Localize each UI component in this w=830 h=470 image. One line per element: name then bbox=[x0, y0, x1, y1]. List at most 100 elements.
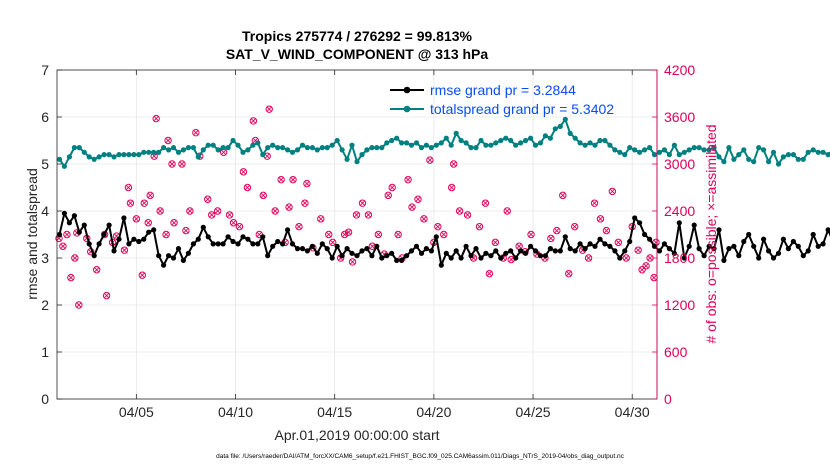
obs-assimilated-marker bbox=[76, 302, 82, 308]
obs-possible-marker bbox=[301, 199, 309, 207]
spread-data-point bbox=[359, 152, 365, 158]
spread-data-point bbox=[220, 145, 226, 151]
rmse-data-point bbox=[666, 246, 673, 252]
spread-data-point bbox=[379, 145, 385, 151]
obs-assimilated-marker bbox=[572, 224, 578, 230]
spread-data-point bbox=[200, 147, 206, 153]
x-tick-label: 04/20 bbox=[416, 404, 451, 420]
obs-possible-marker bbox=[348, 258, 357, 266]
spread-data-point bbox=[423, 142, 429, 148]
obs-possible-marker bbox=[340, 230, 349, 239]
rmse-data-point bbox=[607, 243, 613, 249]
rmse-data-point bbox=[756, 255, 762, 261]
spread-data-point bbox=[567, 130, 573, 136]
obs-assimilated-marker bbox=[236, 224, 242, 230]
rmse-data-point bbox=[121, 215, 127, 221]
obs-possible-marker bbox=[75, 301, 83, 309]
obs-possible-marker bbox=[394, 230, 402, 239]
spread-data-point bbox=[314, 147, 320, 153]
rmse-data-point bbox=[364, 246, 370, 252]
spread-data-point bbox=[121, 152, 127, 158]
obs-assimilated-marker bbox=[153, 116, 159, 122]
y-right-tick-label: 3600 bbox=[664, 109, 695, 125]
obs-assimilated-marker bbox=[405, 177, 411, 183]
obs-assimilated-marker bbox=[353, 212, 360, 218]
spread-data-point bbox=[711, 145, 717, 151]
obs-possible-marker bbox=[448, 183, 456, 192]
rmse-data-point bbox=[592, 243, 598, 249]
rmse-data-point bbox=[66, 220, 72, 226]
spread-data-point bbox=[161, 145, 167, 151]
spread-data-point bbox=[215, 147, 221, 153]
rmse-data-point bbox=[453, 248, 459, 254]
obs-possible-marker bbox=[463, 211, 472, 219]
spread-data-point bbox=[180, 147, 186, 153]
obs-assimilated-marker bbox=[609, 188, 615, 194]
obs-assimilated-marker bbox=[165, 137, 171, 144]
rmse-data-point bbox=[597, 236, 603, 242]
spread-data-point bbox=[235, 142, 241, 148]
obs-assimilated-marker bbox=[465, 212, 471, 218]
spread-data-point bbox=[478, 137, 484, 144]
obs-assimilated-marker bbox=[260, 192, 266, 198]
rmse-data-point bbox=[488, 253, 494, 259]
rmse-data-point bbox=[185, 250, 191, 256]
spread-data-point bbox=[637, 149, 643, 155]
rmse-data-point bbox=[190, 241, 196, 247]
spread-data-point bbox=[294, 147, 301, 153]
legend-spread-label: totalspread grand pr = 5.3402 bbox=[430, 101, 614, 117]
spread-data-point bbox=[190, 145, 196, 151]
y-left-tick-label: 1 bbox=[41, 344, 49, 360]
obs-assimilated-marker bbox=[272, 208, 278, 214]
y-left-tick-label: 5 bbox=[41, 156, 49, 172]
x-axis-ticks: 04/05 04/10 04/15 04/20 04/25 04/30 bbox=[119, 70, 650, 420]
obs-assimilated-marker bbox=[221, 149, 227, 155]
spread-data-point bbox=[225, 145, 231, 151]
y-right-axis-label: # of obs: o=possible; ×=assimilated bbox=[703, 124, 719, 343]
obs-assimilated-marker bbox=[171, 220, 177, 226]
obs-assimilated-marker bbox=[504, 208, 510, 214]
y-right-tick-label: 1200 bbox=[664, 297, 695, 313]
rmse-data-point bbox=[443, 250, 449, 256]
rmse-data-point bbox=[235, 241, 241, 247]
obs-possible-marker bbox=[168, 160, 176, 168]
obs-possible-marker bbox=[547, 234, 555, 243]
x-tick-label: 04/10 bbox=[218, 404, 253, 420]
rmse-data-point bbox=[61, 210, 67, 216]
y-left-tick-label: 7 bbox=[41, 62, 49, 78]
rmse-data-point bbox=[205, 234, 211, 240]
obs-possible-marker bbox=[374, 230, 383, 239]
spread-data-point bbox=[761, 147, 767, 153]
rmse-data-point bbox=[696, 246, 702, 252]
rmse-data-point bbox=[428, 248, 434, 254]
rmse-data-point bbox=[136, 238, 142, 245]
obs-assimilated-marker bbox=[290, 177, 296, 183]
spread-data-point bbox=[428, 145, 434, 151]
rmse-data-point bbox=[151, 227, 157, 233]
obs-assimilated-marker bbox=[125, 184, 131, 191]
spread-data-point bbox=[498, 137, 504, 144]
spread-data-point bbox=[394, 135, 400, 141]
spread-data-point bbox=[671, 142, 678, 148]
spread-data-point bbox=[156, 149, 162, 155]
rmse-data-point bbox=[86, 241, 92, 247]
obs-possible-marker bbox=[152, 114, 160, 123]
obs-assimilated-marker bbox=[457, 208, 463, 214]
rmse-data-point bbox=[329, 255, 335, 261]
spread-data-point bbox=[56, 156, 63, 162]
spread-data-point bbox=[71, 145, 77, 151]
spread-data-point bbox=[250, 142, 256, 148]
obs-possible-marker bbox=[67, 273, 75, 282]
obs-assimilated-marker bbox=[286, 204, 292, 210]
rmse-data-point bbox=[642, 231, 648, 238]
rmse-data-point bbox=[215, 241, 221, 247]
obs-assimilated-marker bbox=[643, 263, 649, 269]
obs-assimilated-marker bbox=[302, 200, 308, 206]
data-file-footer: data file: /Users/raeder/DAI/ATM_forcXX/… bbox=[216, 453, 625, 460]
obs-assimilated-marker bbox=[395, 231, 401, 238]
rmse-data-point bbox=[101, 231, 107, 238]
spread-data-point bbox=[146, 149, 152, 155]
spread-data-point bbox=[587, 140, 593, 146]
spread-data-point bbox=[210, 142, 216, 148]
rmse-data-point bbox=[651, 243, 658, 249]
